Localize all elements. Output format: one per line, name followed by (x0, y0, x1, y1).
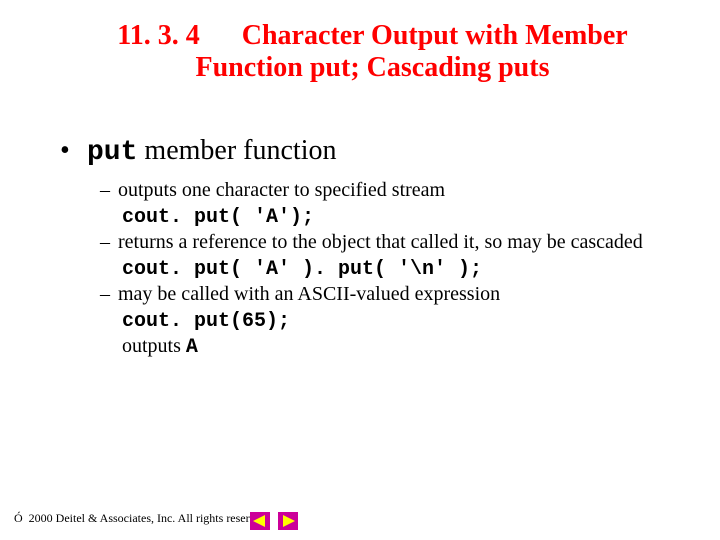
sub-list: –outputs one character to specified stre… (100, 178, 690, 360)
output-label: outputs (122, 335, 186, 357)
output-line: outputs A (122, 334, 690, 360)
sub-text-3: may be called with an ASCII-valued expre… (118, 283, 500, 305)
main-bullet: • put member function (60, 135, 660, 168)
copyright-footer: Ó 2000 Deitel & Associates, Inc. All rig… (14, 511, 270, 526)
slide: 11. 3. 4 Character Output with Member Fu… (0, 0, 720, 540)
code-put: put (87, 137, 137, 168)
prev-arrow-icon[interactable] (250, 512, 270, 530)
dash-marker: – (100, 230, 118, 255)
sub-item-1: –outputs one character to specified stre… (100, 178, 690, 203)
code-line-1: cout. put( 'A'); (122, 205, 690, 230)
sub-text-1: outputs one character to specified strea… (118, 179, 445, 201)
output-value: A (186, 336, 198, 359)
copyright-symbol: Ó (14, 511, 23, 526)
slide-title: 11. 3. 4 Character Output with Member Fu… (85, 20, 660, 84)
next-arrow-icon[interactable] (278, 512, 298, 530)
sub-item-3: –may be called with an ASCII-valued expr… (100, 282, 690, 307)
sub-text-2: returns a reference to the object that c… (118, 231, 643, 253)
title-line-2: Function put; Cascading puts (196, 52, 550, 83)
copyright-text: 2000 Deitel & Associates, Inc. All right… (29, 511, 270, 526)
bullet-marker: • (60, 135, 80, 167)
title-spacer (200, 20, 242, 51)
dash-marker: – (100, 178, 118, 203)
nav-arrows (250, 512, 298, 530)
section-number: 11. 3. 4 (117, 20, 199, 51)
sub-item-2: –returns a reference to the object that … (100, 230, 690, 255)
main-bullet-text: member function (137, 135, 336, 166)
dash-marker: – (100, 282, 118, 307)
title-line-1: Character Output with Member (242, 20, 628, 51)
code-line-3: cout. put(65); (122, 309, 690, 334)
code-line-2: cout. put( 'A' ). put( '\n' ); (122, 257, 690, 282)
